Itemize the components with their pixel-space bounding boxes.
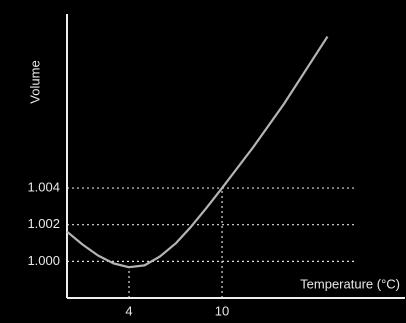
x-tick-label: 10 [215,303,229,318]
y-tick-label: 1.002 [27,216,60,231]
x-tick-label: 4 [125,303,132,318]
x-axis-label: Temperature (°C) [300,276,400,291]
y-axis-label: Volume [27,60,42,103]
y-tick-label: 1.000 [27,253,60,268]
y-tick-label: 1.004 [27,180,60,195]
data-line [66,35,329,269]
